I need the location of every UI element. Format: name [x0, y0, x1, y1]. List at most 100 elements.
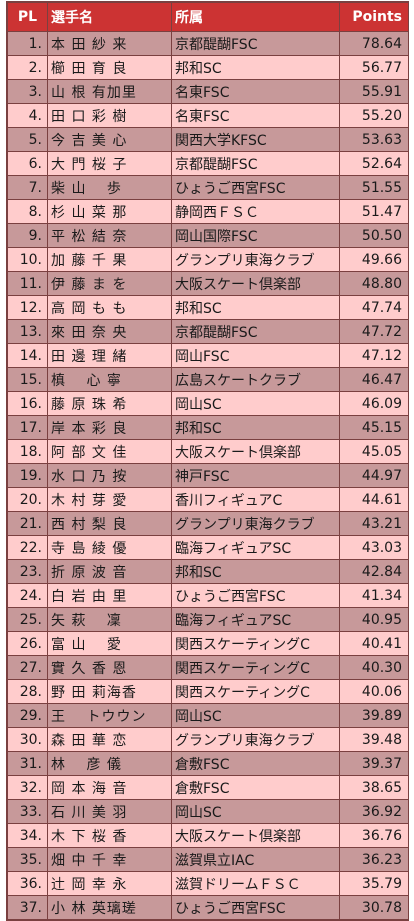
points-cell: 47.12: [339, 343, 409, 368]
rank-cell: 6.: [7, 151, 48, 176]
skater-name-cell: 今 吉 美 心: [47, 127, 172, 152]
skater-name-cell: 折 原 波 音: [47, 559, 172, 584]
points-cell: 40.41: [339, 631, 409, 656]
table-row: 8. 杉 山 菜 那静岡西ＦＳＣ 51.47: [7, 199, 409, 224]
rank-cell: 12.: [7, 295, 48, 320]
skater-name-cell: 畑 中 千 幸: [47, 847, 172, 872]
rank-cell: 23.: [7, 559, 48, 584]
table-row: 6. 大 門 桜 子京都醍醐FSC 52.64: [7, 151, 409, 176]
header-pl: PL: [7, 2, 48, 32]
rank-cell: 7.: [7, 175, 48, 200]
skater-name-cell: 寺 島 綾 優: [47, 535, 172, 560]
points-cell: 39.48: [339, 727, 409, 752]
club-cell: 名東FSC: [171, 103, 340, 128]
table-row: 9. 平 松 結 奈岡山国際FSC 50.50: [7, 223, 409, 248]
club-cell: 関西大学KFSC: [171, 127, 340, 152]
points-cell: 44.97: [339, 463, 409, 488]
club-cell: ひょうご西宮FSC: [171, 175, 340, 200]
club-cell: ひょうご西宮FSC: [171, 583, 340, 608]
rank-cell: 2.: [7, 55, 48, 80]
skater-name-cell: 高 岡 も も: [47, 295, 172, 320]
points-cell: 43.03: [339, 535, 409, 560]
table-row: 30. 森 田 華 恋グランプリ東海クラブ 39.48: [7, 727, 409, 752]
club-cell: 京都醍醐FSC: [171, 151, 340, 176]
header-points: Points: [339, 2, 409, 32]
points-cell: 36.92: [339, 799, 409, 824]
rank-cell: 25.: [7, 607, 48, 632]
club-cell: グランプリ東海クラブ: [171, 511, 340, 536]
points-cell: 38.65: [339, 775, 409, 800]
rank-cell: 18.: [7, 439, 48, 464]
skater-name-cell: 山 根 有加里: [47, 79, 172, 104]
skater-name-cell: 富 山 愛: [47, 631, 172, 656]
rank-cell: 37.: [7, 895, 48, 920]
table-row: 14. 田 邊 理 緒岡山FSC 47.12: [7, 343, 409, 368]
rank-cell: 16.: [7, 391, 48, 416]
points-cell: 40.95: [339, 607, 409, 632]
club-cell: 邦和SC: [171, 295, 340, 320]
club-cell: 岡山SC: [171, 703, 340, 728]
rank-cell: 36.: [7, 871, 48, 896]
club-cell: 岡山国際FSC: [171, 223, 340, 248]
points-cell: 51.55: [339, 175, 409, 200]
header-club: 所属: [171, 2, 340, 32]
rank-cell: 32.: [7, 775, 48, 800]
table-row: 4. 田 口 彩 樹名東FSC 55.20: [7, 103, 409, 128]
table-row: 11. 伊 藤 ま を大阪スケート倶楽部 48.80: [7, 271, 409, 296]
table-row: 23. 折 原 波 音邦和SC 42.84: [7, 559, 409, 584]
table-row: 16. 藤 原 珠 希岡山SC 46.09: [7, 391, 409, 416]
skater-name-cell: 王 トウウン: [47, 703, 172, 728]
skater-name-cell: 櫛 田 育 良: [47, 55, 172, 80]
table-row: 5. 今 吉 美 心関西大学KFSC 53.63: [7, 127, 409, 152]
rank-cell: 33.: [7, 799, 48, 824]
rank-cell: 5.: [7, 127, 48, 152]
skater-name-cell: 小 林 英璃瑳: [47, 895, 172, 920]
skater-name-cell: 本 田 紗 来: [47, 31, 172, 56]
club-cell: 京都醍醐FSC: [171, 319, 340, 344]
club-cell: 静岡西ＦＳＣ: [171, 199, 340, 224]
club-cell: 関西スケーティングC: [171, 679, 340, 704]
club-cell: 関西スケーティングC: [171, 631, 340, 656]
points-cell: 30.78: [339, 895, 409, 920]
rank-cell: 31.: [7, 751, 48, 776]
points-cell: 48.80: [339, 271, 409, 296]
table-row: 1. 本 田 紗 来京都醍醐FSC 78.64: [7, 31, 409, 56]
table-row: 37. 小 林 英璃瑳 ひょうご西宮FSC 30.78: [7, 895, 409, 920]
skater-name-cell: 來 田 奈 央: [47, 319, 172, 344]
table-row: 19. 水 口 乃 按神戸FSC 44.97: [7, 463, 409, 488]
skater-name-cell: 阿 部 文 佳: [47, 439, 172, 464]
points-cell: 45.15: [339, 415, 409, 440]
rank-cell: 26.: [7, 631, 48, 656]
points-cell: 47.72: [339, 319, 409, 344]
table-row: 13. 來 田 奈 央京都醍醐FSC 47.72: [7, 319, 409, 344]
club-cell: 邦和SC: [171, 55, 340, 80]
rank-cell: 27.: [7, 655, 48, 680]
club-cell: 臨海フィギュアSC: [171, 607, 340, 632]
skater-name-cell: 石 川 美 羽: [47, 799, 172, 824]
club-cell: 岡山FSC: [171, 343, 340, 368]
rank-cell: 8.: [7, 199, 48, 224]
rank-cell: 10.: [7, 247, 48, 272]
club-cell: 名東FSC: [171, 79, 340, 104]
points-cell: 36.76: [339, 823, 409, 848]
table-row: 31. 林 彦 儀倉敷FSC 39.37: [7, 751, 409, 776]
rank-cell: 11.: [7, 271, 48, 296]
skater-name-cell: 辻 岡 幸 永: [47, 871, 172, 896]
points-cell: 50.50: [339, 223, 409, 248]
points-cell: 55.91: [339, 79, 409, 104]
skater-name-cell: 岡 本 海 音: [47, 775, 172, 800]
points-cell: 55.20: [339, 103, 409, 128]
points-cell: 39.37: [339, 751, 409, 776]
points-cell: 49.66: [339, 247, 409, 272]
table-row: 22. 寺 島 綾 優臨海フィギュアSC 43.03: [7, 535, 409, 560]
skater-name-cell: 柴 山 歩: [47, 175, 172, 200]
points-cell: 40.06: [339, 679, 409, 704]
table-row: 34. 木 下 桜 香大阪スケート倶楽部 36.76: [7, 823, 409, 848]
club-cell: グランプリ東海クラブ: [171, 727, 340, 752]
skater-name-cell: 木 下 桜 香: [47, 823, 172, 848]
table-row: 2. 櫛 田 育 良邦和SC 56.77: [7, 55, 409, 80]
table-row: 33. 石 川 美 羽岡山SC 36.92: [7, 799, 409, 824]
table-row: 32. 岡 本 海 音倉敷FSC 38.65: [7, 775, 409, 800]
skater-name-cell: 田 邊 理 緒: [47, 343, 172, 368]
header-row: PL 選手名 所属 Points: [7, 2, 409, 32]
